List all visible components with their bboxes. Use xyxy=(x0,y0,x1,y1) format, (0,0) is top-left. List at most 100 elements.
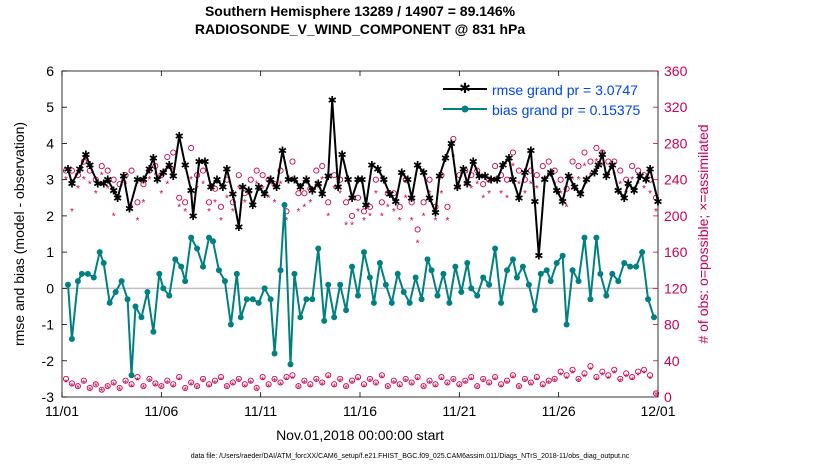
rmse-point: ✱ xyxy=(361,200,370,212)
rmse-point: ✱ xyxy=(602,171,611,183)
obs-possible-point xyxy=(617,375,624,382)
obs-possible-point xyxy=(265,381,272,388)
obs-assimilated-point: * xyxy=(225,383,229,394)
y2-tick-label: 320 xyxy=(664,99,688,115)
plot-area xyxy=(61,70,659,398)
rmse-series-layer: ✱✱✱✱✱✱✱✱✱✱✱✱✱✱✱✱✱✱✱✱✱✱✱✱✱✱✱✱✱✱✱✱✱✱✱✱✱✱✱✱… xyxy=(63,95,662,263)
rmse-point: ✱ xyxy=(407,193,416,205)
rmse-point: ✱ xyxy=(570,182,579,194)
obs-possible-point xyxy=(426,377,433,384)
obs-possible-point xyxy=(533,374,540,381)
obs-assimilated-point: * xyxy=(201,180,205,191)
obs-possible-point xyxy=(503,377,511,384)
obs-possible-point xyxy=(629,163,636,170)
obs-assimilated-point: * xyxy=(237,184,241,195)
rmse-point: ✱ xyxy=(338,149,347,161)
obs-assimilated-point: * xyxy=(100,387,104,398)
obs-possible-point xyxy=(587,363,594,370)
obs-assimilated-point: * xyxy=(481,193,485,204)
obs-assimilated-point: * xyxy=(630,175,634,186)
obs-assimilated-point: * xyxy=(499,189,503,200)
obs-possible-point xyxy=(325,199,332,206)
obs-possible-point xyxy=(92,381,99,388)
bias-point xyxy=(464,259,471,266)
obs-possible-point xyxy=(158,383,165,390)
obs-assimilated-point: * xyxy=(338,189,342,200)
obs-assimilated-point: * xyxy=(195,383,199,394)
rmse-point: ✱ xyxy=(520,167,529,179)
chart-subtitle: RADIOSONDE_V_WIND_COMPONENT @ 831 hPa xyxy=(195,21,525,37)
bias-point xyxy=(621,259,628,266)
obs-assimilated-point: * xyxy=(118,385,122,396)
rmse-point: ✱ xyxy=(145,164,154,176)
obs-possible-point xyxy=(134,374,141,381)
bias-point xyxy=(498,299,505,306)
rmse-point: ✱ xyxy=(475,171,484,183)
obs-assimilated-point: * xyxy=(404,377,408,388)
obs-count-layer: **** *********** ***** *** ********** ** *****… xyxy=(62,135,660,402)
bias-point xyxy=(261,285,268,292)
bias-point xyxy=(597,270,604,277)
obs-possible-point xyxy=(492,374,499,381)
rmse-point: ✱ xyxy=(530,196,539,208)
rmse-point: ✱ xyxy=(99,178,108,190)
obs-possible-point xyxy=(343,199,350,206)
obs-possible-point xyxy=(372,379,379,386)
obs-assimilated-point: * xyxy=(600,371,604,382)
obs-possible-point xyxy=(229,379,236,386)
rmse-point: ✱ xyxy=(469,157,478,169)
obs-possible-point xyxy=(205,199,213,206)
obs-assimilated-point: * xyxy=(505,379,509,390)
obs-possible-point xyxy=(521,375,528,382)
bias-point xyxy=(84,270,91,277)
obs-assimilated-point: * xyxy=(136,376,140,387)
obs-possible-point xyxy=(188,379,195,386)
y2-tick-label: 360 xyxy=(664,63,688,79)
rmse-point: ✱ xyxy=(403,175,412,187)
rmse-point: ✱ xyxy=(139,175,148,187)
bias-point xyxy=(428,267,435,274)
rmse-point: ✱ xyxy=(63,164,72,176)
bias-point xyxy=(370,299,377,306)
obs-possible-point xyxy=(271,375,278,382)
rmse-point: ✱ xyxy=(582,175,591,187)
obs-assimilated-point: * xyxy=(249,189,253,200)
obs-assimilated-point: * xyxy=(529,180,533,191)
y2-tick-label: 80 xyxy=(664,317,680,333)
obs-assimilated-point: * xyxy=(374,189,378,200)
rmse-point: ✱ xyxy=(212,175,221,187)
obs-possible-point xyxy=(259,172,266,179)
rmse-point: ✱ xyxy=(175,131,184,143)
obs-assimilated-point: * xyxy=(368,211,372,222)
obs-assimilated-point: * xyxy=(422,383,426,394)
y2-tick-label: 200 xyxy=(664,208,688,224)
bias-point xyxy=(221,278,228,285)
obs-assimilated-point: * xyxy=(344,383,348,394)
y2-axis-label: # of obs: o=possible; ×=assimilated xyxy=(695,124,711,343)
obs-assimilated-point: * xyxy=(118,193,122,204)
obs-assimilated-point: * xyxy=(505,193,509,204)
obs-assimilated-point: * xyxy=(195,184,199,195)
bias-point xyxy=(178,263,185,270)
bias-point xyxy=(633,263,640,270)
rmse-point: ✱ xyxy=(343,175,352,187)
obs-assimilated-point: * xyxy=(183,385,187,396)
rmse-point: ✱ xyxy=(181,160,190,172)
obs-possible-point xyxy=(343,383,350,390)
bias-point xyxy=(603,292,610,299)
obs-possible-point xyxy=(80,377,87,384)
bias-point xyxy=(325,281,332,288)
obs-possible-point xyxy=(617,167,624,174)
obs-assimilated-point: * xyxy=(612,369,616,380)
obs-assimilated-point: * xyxy=(422,211,426,222)
obs-assimilated-point: * xyxy=(517,180,521,191)
obs-possible-point xyxy=(128,167,135,174)
obs-possible-point xyxy=(563,372,570,379)
obs-possible-point xyxy=(569,366,576,373)
rmse-point: ✱ xyxy=(93,178,102,190)
obs-assimilated-point: * xyxy=(308,383,312,394)
obs-assimilated-point: * xyxy=(320,381,324,392)
rmse-point: ✱ xyxy=(153,175,162,187)
obs-possible-point xyxy=(611,158,618,165)
bias-point xyxy=(182,278,189,285)
